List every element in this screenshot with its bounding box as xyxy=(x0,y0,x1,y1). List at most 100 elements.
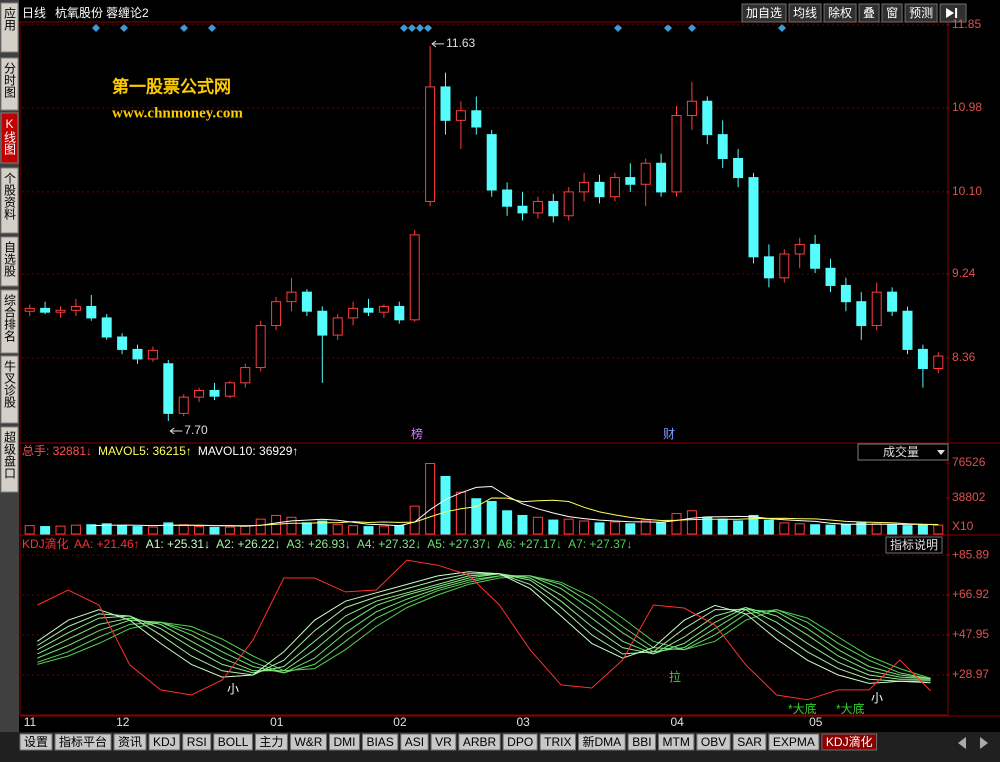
toolbar-button[interactable] xyxy=(741,3,787,23)
indicator-tab[interactable] xyxy=(430,733,457,751)
sidebar-tab[interactable] xyxy=(0,236,19,287)
indicator-tab[interactable] xyxy=(19,733,53,751)
indicator-select[interactable] xyxy=(857,443,949,461)
sidebar-tab[interactable] xyxy=(0,426,19,493)
indicator-tab-label: 资讯 xyxy=(118,735,142,749)
indicator-tab[interactable] xyxy=(768,733,820,751)
toolbar-button[interactable] xyxy=(904,3,938,23)
candle-body xyxy=(55,309,66,313)
indicator-tab-label: EXPMA xyxy=(773,735,815,749)
event-marker[interactable] xyxy=(778,24,786,32)
indicator-line xyxy=(37,575,931,679)
event-marker[interactable] xyxy=(120,24,128,32)
volume-bar xyxy=(286,516,297,535)
indicator-tab[interactable] xyxy=(696,733,731,751)
volume-bar xyxy=(733,520,744,535)
sidebar-tab[interactable] xyxy=(0,355,19,424)
indicator-tab[interactable] xyxy=(732,733,767,751)
volume-bar xyxy=(317,520,328,535)
event-label[interactable]: 榜 xyxy=(411,426,423,441)
volume-bar xyxy=(455,491,466,535)
indicator-tab[interactable] xyxy=(658,733,695,751)
toolbar-button[interactable] xyxy=(788,3,822,23)
indicator-tab[interactable] xyxy=(578,733,626,751)
indicator-tab[interactable] xyxy=(148,733,181,751)
x-tick-label: 11 xyxy=(24,715,37,729)
candle-body xyxy=(594,181,605,198)
indicator-tab[interactable] xyxy=(213,733,253,751)
indicator-tab[interactable] xyxy=(821,733,878,751)
indicator-line xyxy=(37,573,931,679)
volume-bar xyxy=(178,524,189,535)
event-marker[interactable] xyxy=(400,24,408,32)
series-readout: A2: +26.22↓ xyxy=(216,537,280,551)
toolbar-button[interactable] xyxy=(881,3,903,23)
indicator-tab[interactable] xyxy=(361,733,399,751)
scroll-right[interactable] xyxy=(980,737,988,749)
readout: MAVOL10: 36929↑ xyxy=(198,444,299,458)
event-marker[interactable] xyxy=(416,24,424,32)
event-label[interactable]: 财 xyxy=(663,427,675,441)
candle-body xyxy=(163,363,174,414)
event-marker[interactable] xyxy=(424,24,432,32)
volume-bar xyxy=(348,525,359,535)
sidebar-tab-label: 超级盘口 xyxy=(3,430,17,479)
event-marker[interactable] xyxy=(180,24,188,32)
indicator-tab[interactable] xyxy=(113,733,147,751)
volume-bar xyxy=(548,519,559,535)
candle-body xyxy=(625,177,636,185)
event-marker[interactable] xyxy=(688,24,696,32)
indicator-tab[interactable] xyxy=(400,733,429,751)
volume-bar xyxy=(440,475,451,535)
indicator-tab-label: BBI xyxy=(632,735,651,749)
formula-name: 蓉缠论2 xyxy=(106,5,149,20)
indicator-tab-label: SAR xyxy=(737,735,762,749)
plot-frame xyxy=(19,21,949,716)
event-marker[interactable] xyxy=(664,24,672,32)
sidebar-tab[interactable] xyxy=(0,112,19,164)
volume-bar xyxy=(394,525,405,535)
volume-bar xyxy=(40,526,51,535)
scroll-left[interactable] xyxy=(958,737,966,749)
candle-body xyxy=(717,134,728,160)
event-marker[interactable] xyxy=(408,24,416,32)
sidebar-tab[interactable] xyxy=(0,289,19,354)
event-marker[interactable] xyxy=(92,24,100,32)
volume-bar xyxy=(532,516,543,535)
volume-bar xyxy=(471,498,482,535)
indicator-tab[interactable] xyxy=(182,733,212,751)
toolbar-icon xyxy=(946,8,955,18)
indicator-tab[interactable] xyxy=(289,733,327,751)
event-marker[interactable] xyxy=(614,24,622,32)
volume-bar xyxy=(594,522,605,535)
help-button[interactable] xyxy=(885,536,943,554)
volume-bar xyxy=(856,522,867,535)
stock-name: 杭氧股份 xyxy=(55,5,103,20)
candle-body xyxy=(178,396,189,414)
volume-bar xyxy=(86,524,97,535)
indicator-tab[interactable] xyxy=(54,733,112,751)
indicator-line xyxy=(37,575,931,680)
y-tick-label: +28.97 xyxy=(952,667,989,681)
sidebar-tab[interactable] xyxy=(0,167,19,234)
toolbar-button[interactable] xyxy=(858,3,880,23)
sidebar-tab-label: 应用 xyxy=(3,6,17,32)
candle-body xyxy=(532,200,543,214)
indicator-tab[interactable] xyxy=(328,733,360,751)
indicator-tab[interactable] xyxy=(254,733,288,751)
sidebar-tab[interactable] xyxy=(0,57,19,111)
indicator-tab-label: BIAS xyxy=(366,735,393,749)
indicator-tab[interactable] xyxy=(502,733,538,751)
toolbar-button[interactable] xyxy=(823,3,857,23)
indicator-tab[interactable] xyxy=(539,733,577,751)
volume-bar xyxy=(132,526,143,535)
indicator-tab[interactable] xyxy=(627,733,657,751)
event-marker[interactable] xyxy=(208,24,216,32)
candle-body xyxy=(455,110,466,121)
candle-body xyxy=(640,162,651,185)
sidebar-tab[interactable] xyxy=(0,2,19,53)
indicator-tab[interactable] xyxy=(458,733,501,751)
volume-bar xyxy=(563,518,574,535)
